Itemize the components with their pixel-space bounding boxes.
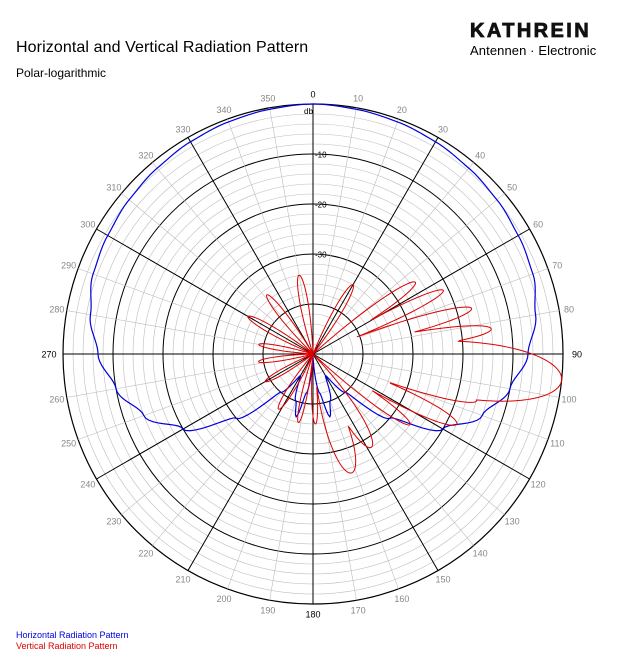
chart-title: Horizontal and Vertical Radiation Patter… [16,39,309,56]
angle-label: 40 [475,150,485,160]
angle-label: 140 [473,549,488,559]
angle-label: 10 [353,93,363,103]
angle-label: 240 [80,480,95,490]
angle-label: 20 [397,105,407,115]
minor-spoke [329,118,399,308]
radial-tick-label: -20 [315,201,327,210]
major-spoke [187,353,314,571]
angle-label: 200 [217,594,232,604]
minor-spoke [66,362,264,398]
angle-label: 30 [438,124,448,134]
angle-label: 340 [217,105,232,115]
angle-label: 310 [106,182,121,192]
angle-label: 60 [533,220,543,230]
minor-spoke [362,310,560,346]
minor-spoke [351,193,505,323]
minor-spoke [121,385,275,515]
minor-spoke [66,310,264,346]
angle-label: 90 [572,350,582,360]
logo-brand: KATHREIN [470,20,592,42]
minor-spoke [227,118,297,308]
angle-label: 260 [49,395,64,405]
minor-spoke [227,400,297,590]
major-spoke [96,228,314,355]
chart-subtitle: Polar-logarithmic [16,66,107,80]
angle-label: 100 [562,395,577,405]
angle-label: 220 [138,549,153,559]
major-spoke [312,228,530,355]
angle-label: 350 [260,93,275,103]
vertical-pattern-trace [247,274,563,474]
kathrein-logo: KATHREIN Antennen · Electronic [470,20,621,58]
minor-spoke [321,107,357,305]
angle-label: 160 [394,594,409,604]
minor-spoke [269,403,305,601]
polar-traces [89,103,563,474]
radial-tick-label: -10 [315,151,327,160]
radial-unit-label: db [304,107,313,116]
angle-label: 130 [505,517,520,527]
polar-labels: 0 10 20 30 40 50 60 70 80 90 100 110 120 130 140 150 160… [41,90,582,620]
angle-label: 110 [550,438,564,448]
angle-label: 190 [260,606,275,616]
angle-label: 280 [49,304,64,314]
polar-grid [62,103,564,605]
angle-label: 270 [41,350,56,360]
minor-spoke [77,268,267,338]
angle-label: 180 [305,610,320,620]
angle-label: 320 [138,150,153,160]
major-spoke [96,353,314,480]
angle-label: 300 [80,220,95,230]
minor-spoke [152,162,282,316]
angle-label: 230 [106,517,121,527]
angle-label: 170 [351,606,366,616]
angle-label: 70 [552,261,562,271]
angle-label: 0 [310,90,315,100]
major-spoke [312,137,439,355]
legend-vertical: Vertical Radiation Pattern [16,641,118,651]
minor-spoke [344,392,474,546]
angle-label: 250 [61,438,76,448]
logo-tagline: Antennen · Electronic [470,43,597,58]
minor-spoke [152,392,282,546]
legend: Horizontal Radiation Pattern Vertical Ra… [16,630,129,652]
minor-spoke [359,370,549,440]
major-spoke [312,353,530,480]
angle-label: 330 [175,124,190,134]
minor-spoke [344,162,474,316]
minor-spoke [362,362,560,398]
minor-spoke [269,107,305,305]
minor-spoke [77,370,267,440]
angle-label: 150 [435,575,450,585]
angle-label: 80 [564,304,574,314]
major-spoke [187,137,314,355]
legend-horizontal: Horizontal Radiation Pattern [16,630,129,640]
angle-label: 290 [61,261,76,271]
minor-spoke [329,400,399,590]
minor-spoke [351,385,505,515]
minor-spoke [121,193,275,323]
angle-label: 50 [507,182,517,192]
angle-label: 210 [175,575,190,585]
major-spoke [312,353,439,571]
angle-label: 120 [531,480,546,490]
radial-tick-label: -30 [315,251,327,260]
